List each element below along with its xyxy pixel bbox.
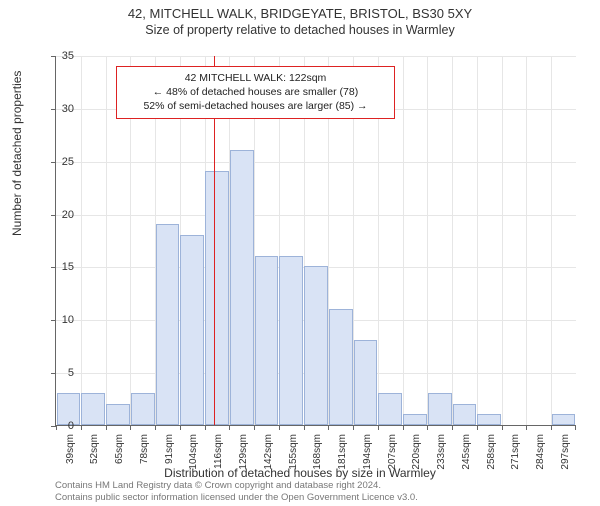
histogram-bar — [403, 414, 427, 425]
histogram-bar — [230, 150, 254, 425]
gridline-v — [551, 56, 552, 426]
histogram-bar — [106, 404, 130, 425]
xtick-mark — [575, 425, 576, 430]
xtick-label: 245sqm — [461, 434, 472, 470]
xtick-mark — [254, 425, 255, 430]
histogram-bar — [304, 266, 328, 425]
xtick-label: 181sqm — [337, 434, 348, 470]
ytick-label: 10 — [44, 314, 74, 326]
xtick-mark — [180, 425, 181, 430]
plot-area: 39sqm52sqm65sqm78sqm91sqm104sqm116sqm129… — [55, 56, 575, 426]
histogram-bar — [329, 309, 353, 425]
gridline-v — [477, 56, 478, 426]
xtick-mark — [502, 425, 503, 430]
xtick-mark — [229, 425, 230, 430]
chart-subtitle: Size of property relative to detached ho… — [0, 23, 600, 37]
xtick-label: 39sqm — [65, 434, 76, 464]
histogram-bar — [131, 393, 155, 425]
gridline-h — [56, 162, 576, 163]
histogram-bar — [354, 340, 378, 425]
gridline-v — [81, 56, 82, 426]
xtick-mark — [452, 425, 453, 430]
xtick-label: 155sqm — [288, 434, 299, 470]
gridline-v — [502, 56, 503, 426]
footer-line-2: Contains public sector information licen… — [55, 492, 418, 504]
info-line: ← 48% of detached houses are smaller (78… — [123, 85, 388, 99]
xtick-label: 129sqm — [238, 434, 249, 470]
chart-title: 42, MITCHELL WALK, BRIDGEYATE, BRISTOL, … — [0, 6, 600, 21]
xtick-label: 207sqm — [387, 434, 398, 470]
info-line: 52% of semi-detached houses are larger (… — [123, 99, 388, 113]
ytick-label: 30 — [44, 103, 74, 115]
gridline-h — [56, 215, 576, 216]
gridline-v — [452, 56, 453, 426]
footer-line-1: Contains HM Land Registry data © Crown c… — [55, 480, 418, 492]
gridline-v — [403, 56, 404, 426]
histogram-bar — [180, 235, 204, 425]
gridline-h — [56, 56, 576, 57]
histogram-bar — [453, 404, 477, 425]
info-line: 42 MITCHELL WALK: 122sqm — [123, 71, 388, 85]
xtick-label: 116sqm — [213, 434, 224, 469]
xtick-mark — [477, 425, 478, 430]
ytick-label: 25 — [44, 156, 74, 168]
xtick-mark — [526, 425, 527, 430]
xtick-mark — [551, 425, 552, 430]
xtick-mark — [328, 425, 329, 430]
xtick-mark — [279, 425, 280, 430]
xtick-mark — [130, 425, 131, 430]
histogram-bar — [378, 393, 402, 425]
xtick-mark — [205, 425, 206, 430]
histogram-bar — [477, 414, 501, 425]
xtick-mark — [304, 425, 305, 430]
histogram-bar — [81, 393, 105, 425]
ytick-label: 35 — [44, 50, 74, 62]
xtick-label: 220sqm — [411, 434, 422, 470]
histogram-bar — [156, 224, 180, 425]
xtick-label: 297sqm — [560, 434, 571, 470]
xtick-mark — [403, 425, 404, 430]
gridline-v — [526, 56, 527, 426]
xtick-label: 233sqm — [436, 434, 447, 470]
histogram-bar — [279, 256, 303, 425]
x-axis-label: Distribution of detached houses by size … — [0, 466, 600, 480]
xtick-label: 258sqm — [486, 434, 497, 470]
histogram-bar — [255, 256, 279, 425]
xtick-mark — [155, 425, 156, 430]
ytick-label: 15 — [44, 261, 74, 273]
xtick-label: 91sqm — [164, 434, 175, 464]
xtick-mark — [427, 425, 428, 430]
xtick-label: 65sqm — [114, 434, 125, 464]
xtick-label: 142sqm — [263, 434, 274, 470]
gridline-v — [106, 56, 107, 426]
ytick-label: 0 — [44, 420, 74, 432]
histogram-bar — [428, 393, 452, 425]
histogram-bar — [552, 414, 576, 425]
xtick-mark — [353, 425, 354, 430]
xtick-label: 284sqm — [535, 434, 546, 470]
xtick-label: 168sqm — [312, 434, 323, 470]
xtick-mark — [378, 425, 379, 430]
y-axis-label: Number of detached properties — [10, 71, 24, 236]
xtick-label: 271sqm — [510, 434, 521, 470]
ytick-label: 20 — [44, 209, 74, 221]
xtick-mark — [106, 425, 107, 430]
ytick-label: 5 — [44, 367, 74, 379]
xtick-label: 78sqm — [139, 434, 150, 464]
info-box: 42 MITCHELL WALK: 122sqm← 48% of detache… — [116, 66, 395, 119]
histogram-bar — [205, 171, 229, 425]
xtick-mark — [81, 425, 82, 430]
gridline-v — [427, 56, 428, 426]
xtick-label: 52sqm — [89, 434, 100, 464]
footer-text: Contains HM Land Registry data © Crown c… — [55, 480, 418, 504]
xtick-label: 104sqm — [188, 434, 199, 470]
xtick-label: 194sqm — [362, 434, 373, 470]
chart-container: 42, MITCHELL WALK, BRIDGEYATE, BRISTOL, … — [0, 6, 600, 506]
plot: 39sqm52sqm65sqm78sqm91sqm104sqm116sqm129… — [55, 56, 575, 426]
